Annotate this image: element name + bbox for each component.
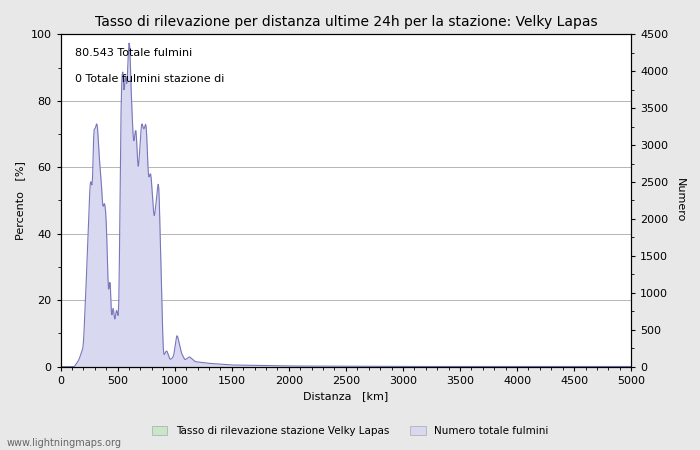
Legend: Tasso di rilevazione stazione Velky Lapas, Numero totale fulmini: Tasso di rilevazione stazione Velky Lapa…	[148, 422, 552, 440]
Y-axis label: Numero: Numero	[675, 178, 685, 223]
X-axis label: Distanza   [km]: Distanza [km]	[303, 391, 389, 401]
Y-axis label: Percento   [%]: Percento [%]	[15, 161, 25, 240]
Title: Tasso di rilevazione per distanza ultime 24h per la stazione: Velky Lapas: Tasso di rilevazione per distanza ultime…	[94, 15, 597, 29]
Text: 0 Totale fulmini stazione di: 0 Totale fulmini stazione di	[75, 74, 224, 84]
Text: 80.543 Totale fulmini: 80.543 Totale fulmini	[75, 48, 192, 58]
Text: www.lightningmaps.org: www.lightningmaps.org	[7, 438, 122, 448]
